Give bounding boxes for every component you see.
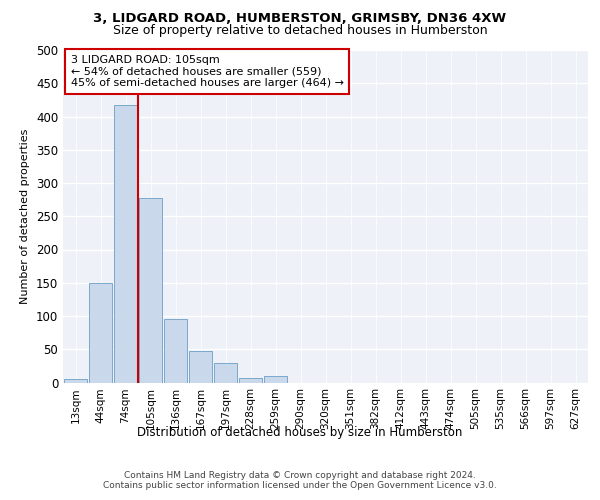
Text: Size of property relative to detached houses in Humberston: Size of property relative to detached ho… [113, 24, 487, 37]
Bar [239, 378, 262, 382]
Bar [64, 379, 87, 382]
Text: 3, LIDGARD ROAD, HUMBERSTON, GRIMSBY, DN36 4XW: 3, LIDGARD ROAD, HUMBERSTON, GRIMSBY, DN… [94, 12, 506, 26]
Bar [189, 350, 212, 382]
Bar [214, 362, 237, 382]
Text: Distribution of detached houses by size in Humberston: Distribution of detached houses by size … [137, 426, 463, 439]
Bar [164, 320, 187, 382]
Bar [114, 104, 137, 382]
Bar [139, 198, 162, 382]
Bar [264, 376, 287, 382]
Text: Contains HM Land Registry data © Crown copyright and database right 2024.
Contai: Contains HM Land Registry data © Crown c… [103, 470, 497, 490]
Bar [89, 283, 112, 382]
Y-axis label: Number of detached properties: Number of detached properties [20, 128, 31, 304]
Text: 3 LIDGARD ROAD: 105sqm
← 54% of detached houses are smaller (559)
45% of semi-de: 3 LIDGARD ROAD: 105sqm ← 54% of detached… [71, 55, 344, 88]
